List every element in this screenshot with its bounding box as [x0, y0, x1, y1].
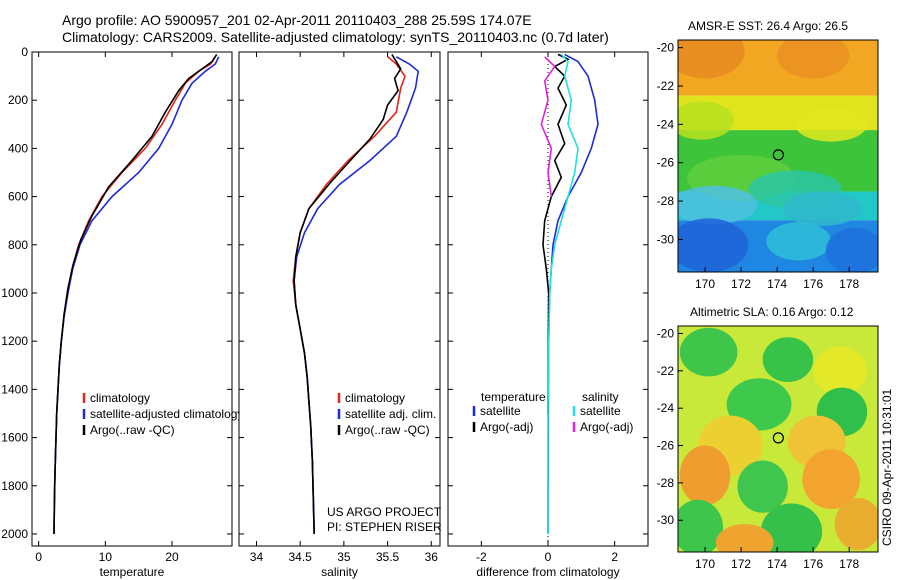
y-tick-label: -26	[657, 439, 675, 453]
series-temperature-argo	[542, 53, 570, 414]
project-annotation: US ARGO PROJECT	[327, 505, 442, 519]
map-field-sst	[678, 40, 878, 272]
x-tick-label: 178	[839, 557, 859, 571]
legend-label: satellite	[480, 404, 521, 418]
map-field-sla	[678, 326, 878, 552]
series-salinity-argo	[540, 56, 556, 197]
legend-label: satellite adj. clim.	[345, 407, 436, 421]
y-tick-label: -20	[657, 41, 675, 55]
x-tick-label: 178	[839, 277, 859, 291]
x-tick-label: 176	[803, 557, 823, 571]
legend-header-salinity: salinity	[582, 390, 619, 404]
x-tick-label: 170	[695, 277, 715, 291]
y-tick-label: 1200	[1, 334, 28, 348]
y-tick-label: 1000	[1, 286, 28, 300]
y-tick-label: 1600	[1, 431, 28, 445]
y-tick-label: -26	[657, 156, 675, 170]
y-tick-label: 200	[8, 93, 28, 107]
y-tick-label: -24	[657, 117, 675, 131]
y-tick-label: -28	[657, 194, 675, 208]
sla-blob	[802, 449, 860, 510]
sst-patch	[766, 222, 832, 261]
y-tick-label: -22	[657, 364, 675, 378]
sla-blob	[762, 337, 814, 383]
legend-label: satellite	[580, 404, 621, 418]
x-tick-label: 174	[767, 557, 787, 571]
sst-patch	[678, 101, 734, 140]
y-tick-label: 2000	[1, 527, 28, 541]
sla-blob	[726, 378, 792, 431]
argo-float-marker	[772, 149, 784, 161]
y-tick-label: 1400	[1, 382, 28, 396]
sst-patch	[825, 227, 878, 272]
sla-blob	[678, 499, 724, 552]
x-tick-label: 176	[803, 277, 823, 291]
x-axis-label: difference from climatology	[476, 565, 619, 579]
x-tick-label: 170	[695, 557, 715, 571]
x-tick-label: 20	[165, 550, 179, 564]
legend-label: Argo(-adj)	[480, 420, 533, 434]
x-tick-label: 174	[767, 277, 787, 291]
map-frame-sst	[677, 39, 879, 273]
x-tick-label: 35.5	[376, 550, 400, 564]
sla-blob	[737, 460, 788, 513]
sla-blob	[834, 497, 878, 551]
argo-float-marker	[772, 432, 784, 444]
y-tick-label: 400	[8, 141, 28, 155]
sst-patch	[678, 40, 745, 79]
sla-map-title: Altimetric SLA: 0.16 Argo: 0.12	[690, 305, 854, 319]
x-tick-label: 2	[611, 550, 618, 564]
y-tick-label: 600	[8, 190, 28, 204]
y-tick-label: 0	[21, 45, 28, 59]
legend-header-temperature: temperature	[481, 390, 546, 404]
legend-label: satellite-adjusted climatology	[90, 407, 243, 421]
x-tick-label: 36	[425, 550, 439, 564]
plot-frame-temperature	[31, 51, 233, 547]
x-tick-label: 172	[731, 557, 751, 571]
sst-patch	[777, 40, 850, 79]
x-tick-label: 34	[250, 550, 264, 564]
sst-patch	[678, 185, 758, 225]
legend-label: Argo(-adj)	[580, 420, 633, 434]
series-argo	[293, 53, 402, 535]
series-argo	[53, 53, 218, 535]
x-tick-label: 0	[35, 550, 42, 564]
x-tick-label: 10	[99, 550, 113, 564]
series-salinity-satellite	[547, 53, 579, 534]
y-tick-label: -24	[657, 401, 675, 415]
y-tick-label: -30	[657, 513, 675, 527]
legend-label: climatology	[345, 391, 405, 405]
pi-annotation: PI: STEPHEN RISER	[327, 520, 442, 534]
x-tick-label: 35	[337, 550, 351, 564]
x-tick-label: 34.5	[288, 550, 312, 564]
sst-patch	[782, 191, 862, 226]
plot-frame-salinity	[238, 51, 441, 547]
sla-blob	[679, 327, 738, 377]
x-axis-label: temperature	[100, 565, 165, 579]
sst-map-title: AMSR-E SST: 26.4 Argo: 26.5	[688, 19, 849, 33]
x-tick-label: -2	[476, 550, 487, 564]
chart-title-line1: Argo profile: AO 5900957_201 02-Apr-2011…	[62, 12, 532, 28]
legend-label: Argo(..raw -QC)	[345, 423, 430, 437]
x-tick-label: 172	[731, 277, 751, 291]
y-tick-label: -20	[657, 326, 675, 340]
legend-label: Argo(..raw -QC)	[90, 423, 175, 437]
sla-blob	[760, 503, 823, 552]
y-tick-label: -22	[657, 79, 675, 93]
sla-blob	[679, 445, 731, 506]
chart-title-line2: Climatology: CARS2009. Satellite-adjuste…	[62, 29, 609, 45]
x-axis-label: salinity	[321, 565, 358, 579]
y-tick-label: -30	[657, 232, 675, 246]
sst-patch	[678, 218, 749, 272]
y-tick-label: 1800	[1, 479, 28, 493]
y-tick-label: 800	[8, 238, 28, 252]
y-tick-label: -28	[657, 476, 675, 490]
sst-patch	[795, 107, 868, 142]
sla-blob	[813, 346, 868, 396]
x-tick-label: 0	[545, 550, 552, 564]
map-frame-sla	[677, 325, 879, 553]
sla-blob	[715, 523, 774, 552]
legend-label: climatology	[90, 391, 150, 405]
